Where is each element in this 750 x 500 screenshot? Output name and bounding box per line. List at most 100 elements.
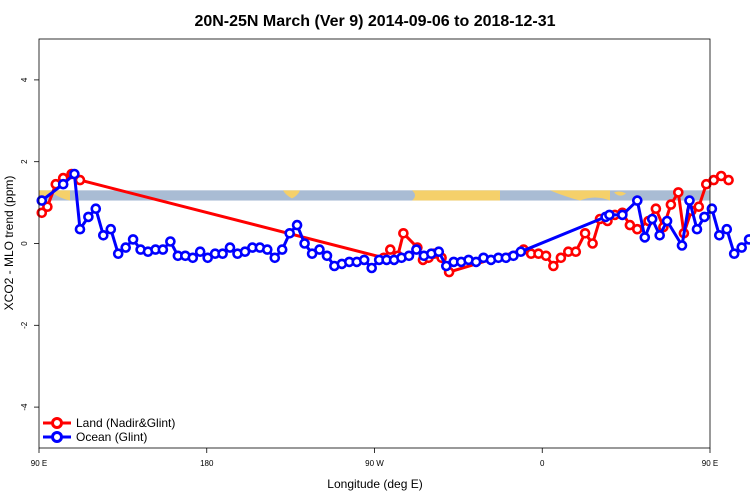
series-land-point-24 — [579, 228, 591, 239]
series-land-point-43 — [723, 174, 734, 186]
series-ocean-point-32 — [291, 219, 303, 231]
series-ocean-point-22 — [217, 248, 228, 259]
series-land-point-33 — [650, 203, 662, 214]
series-ocean-point-4 — [83, 211, 94, 223]
series-ocean-point-74 — [699, 211, 710, 223]
y-axis-label: XCO2 - MLO trend (ppm) — [2, 176, 16, 311]
series-layer — [36, 168, 750, 278]
series-ocean-point-33 — [299, 238, 310, 249]
series-ocean-point-23 — [224, 242, 236, 253]
land-shape-2 — [412, 190, 500, 201]
series-land-point-23 — [570, 246, 582, 257]
series-ocean-point-7 — [105, 223, 117, 235]
series-ocean-point-30 — [276, 244, 288, 255]
series-ocean-point-69 — [654, 230, 666, 241]
series-land-point-19 — [540, 250, 552, 262]
series-ocean-point-15 — [165, 236, 176, 247]
series-land-point-7 — [384, 244, 396, 255]
series-ocean-point-25 — [239, 246, 251, 257]
y-tick-label-4: 4 — [20, 77, 29, 82]
series-land-point-21 — [555, 252, 567, 264]
series-ocean-point-62 — [515, 246, 527, 257]
legend-ocean-label: Ocean (Glint) — [76, 430, 147, 444]
series-ocean-point-56 — [470, 256, 482, 268]
map-strip — [39, 190, 710, 201]
series-ocean-point-29 — [269, 252, 281, 264]
land-shape-4 — [614, 191, 626, 196]
series-land-point-25 — [587, 238, 598, 249]
series-land-point-9 — [398, 228, 409, 239]
series-ocean-point-10 — [127, 234, 139, 245]
series-ocean-point-65 — [617, 209, 628, 221]
series-ocean-point-3 — [74, 223, 86, 235]
series-ocean-point-76 — [713, 230, 725, 241]
legend: Land (Nadir&Glint) Ocean (Glint) — [43, 416, 175, 444]
series-ocean-point-41 — [358, 254, 370, 266]
series-ocean-point-48 — [411, 244, 422, 255]
series-ocean-point-34 — [306, 248, 318, 259]
series-ocean-point-70 — [661, 215, 673, 227]
series-ocean-point-0 — [36, 195, 48, 206]
legend-item-land: Land (Nadir&Glint) — [43, 416, 175, 430]
plot-frame — [38, 38, 711, 449]
series-ocean-point-9 — [120, 242, 131, 253]
series-ocean-point-80 — [743, 234, 750, 245]
x-tick-label-0: 90 E — [31, 459, 47, 468]
series-ocean-point-19 — [194, 246, 206, 257]
x-tick-label-1: 180 — [200, 459, 214, 468]
series-land-point-35 — [665, 199, 677, 210]
series-ocean-point-1 — [57, 178, 69, 190]
series-land-point-20 — [548, 260, 559, 272]
series-ocean-point-73 — [691, 223, 703, 235]
series-ocean-point-75 — [706, 203, 718, 214]
series-ocean-point-67 — [639, 232, 651, 243]
x-axis-label: Longitude (deg E) — [327, 477, 422, 491]
chart-title: 20N-25N March (Ver 9) 2014-09-06 to 2018… — [194, 13, 555, 30]
series-ocean-point-66 — [631, 195, 643, 206]
legend-ocean-marker — [51, 431, 63, 443]
series-ocean-point-79 — [736, 242, 748, 253]
x-tick-label-3: 0 — [540, 459, 545, 468]
series-ocean-point-68 — [646, 213, 658, 225]
series-ocean-point-2 — [69, 168, 80, 180]
ocean-band — [39, 190, 710, 201]
land-shape-1 — [283, 190, 300, 199]
series-ocean-point-14 — [157, 244, 169, 255]
legend-item-ocean: Ocean (Glint) — [43, 430, 147, 444]
land-shape-0 — [39, 190, 70, 201]
y-tick-label-3: 2 — [20, 159, 29, 164]
series-land-point-42 — [715, 170, 727, 182]
series-ocean-point-64 — [604, 209, 615, 221]
series-ocean-point-5 — [90, 203, 102, 214]
series-ocean-point-42 — [366, 262, 378, 274]
series-land-point-36 — [672, 187, 684, 198]
series-ocean-point-8 — [112, 248, 124, 259]
series-ocean-point-18 — [187, 252, 199, 264]
series-ocean-point-52 — [440, 260, 452, 272]
x-tick-label-4: 90 E — [702, 459, 718, 468]
series-ocean-point-20 — [202, 252, 213, 264]
series-land-point-1 — [42, 201, 53, 212]
legend-land-label: Land (Nadir&Glint) — [76, 416, 175, 430]
series-land-point-31 — [631, 223, 643, 235]
series-ocean-point-47 — [403, 250, 415, 262]
x-axis-ticks: 90 E 180 90 W 0 90 E — [31, 448, 718, 468]
series-land-point-0 — [36, 207, 48, 219]
series-ocean — [36, 168, 750, 274]
series-ocean-point-35 — [314, 244, 325, 255]
series-ocean-point-28 — [261, 244, 273, 255]
series-ocean-point-61 — [508, 250, 519, 262]
series-ocean-point-77 — [721, 223, 733, 235]
y-tick-label-1: -2 — [20, 321, 29, 329]
series-land-point-30 — [624, 219, 636, 231]
series-ocean-point-71 — [676, 240, 688, 251]
series-ocean-point-6 — [98, 230, 109, 241]
series-ocean-point-78 — [728, 248, 740, 259]
legend-land-marker — [51, 417, 63, 429]
series-ocean-point-72 — [684, 195, 695, 206]
land-shape-3 — [550, 190, 610, 201]
series-land-point-39 — [693, 201, 705, 212]
series-ocean-point-51 — [433, 246, 445, 257]
x-tick-label-2: 90 W — [365, 459, 384, 468]
